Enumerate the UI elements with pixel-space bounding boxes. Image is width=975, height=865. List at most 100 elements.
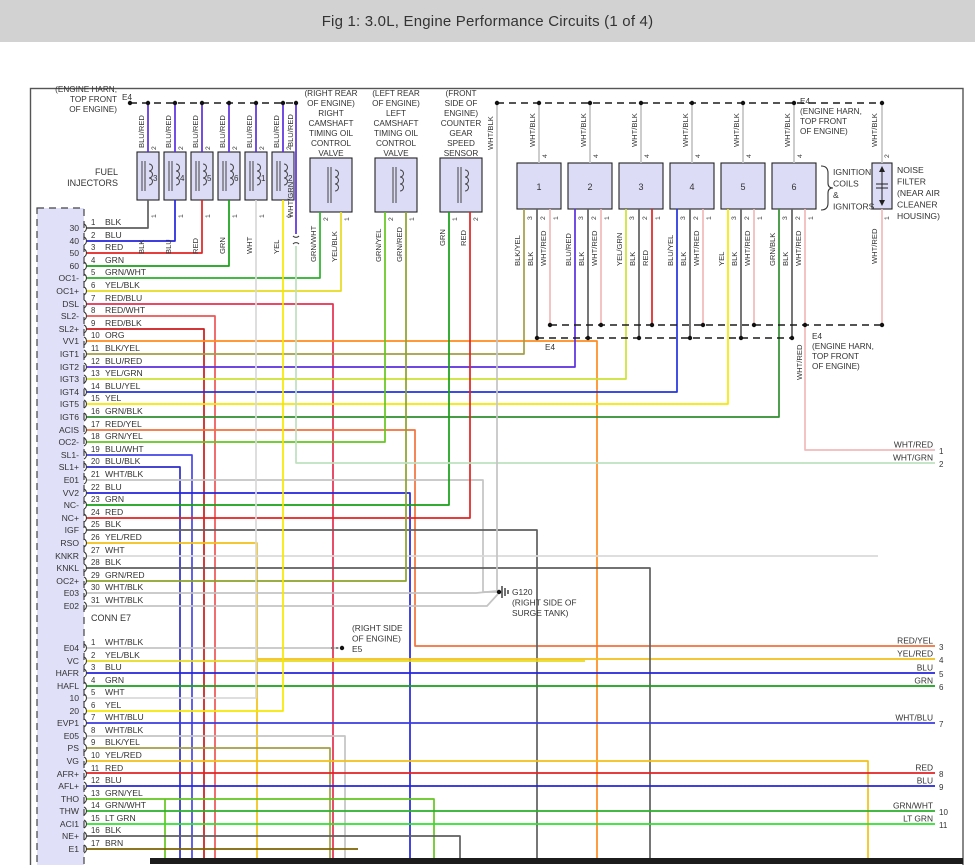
labels-layer: BLU/RED 2 BLK 1 BLU/RED 2 BLU 1 BLU/RED 2 RED 1 BLU/… [55,85,948,854]
pin-wire-color: WHT/BLU [105,712,144,722]
junction-dot [280,100,286,106]
pin-signal-label: DSL [62,299,79,309]
pin-number: 15 [91,394,100,403]
pin-wire-color: WHT/BLK [105,469,143,479]
pin-socket [83,601,87,611]
wire-yel [86,200,284,712]
wire-color-label: RED [459,229,468,246]
junction-dot [687,335,693,341]
pin-wire-color: BLK [105,217,122,227]
pin-socket [83,412,87,422]
injector-number: 1 [261,174,266,183]
note-text: OF ENGINE) [800,127,848,136]
pin-number: 3 [91,243,95,252]
wire-color-label: BLU/RED [245,115,254,148]
pin-wire-color: RED/BLK [105,318,142,328]
pin-wire-color: GRN [105,494,124,504]
filter-arrow-down [879,200,885,206]
wire-grn-red [86,212,407,582]
junction-dot [547,322,553,328]
pin-socket [83,643,87,653]
pin-number: 11 [91,764,99,773]
edge-wire-number: 6 [939,683,944,692]
injector-coil-symbol [202,163,207,186]
pin-wire-color: YEL/BLK [105,650,140,660]
pin-number: 3 [91,663,95,672]
edge-wire-label: LT GRN [903,814,933,824]
pin-wire-color: GRN/WHT [105,267,147,277]
pin-wire-color: YEL/BLK [105,280,140,290]
edge-wire-label: BLU [917,663,933,673]
pin-wire-color: BLK [105,519,122,529]
coil-number: 1 [536,182,541,192]
pin-wire-color: YEL/RED [105,532,142,542]
note-text: TIMING OIL [309,129,354,138]
edge-wire-label: GRN [914,676,933,686]
wire-color-label: BLK [781,252,790,266]
pin-signal-label: THO [61,794,79,804]
edge-wire-number: 3 [939,643,944,652]
pin-number: 1 [178,214,185,218]
pin-wire-color: BLU/BLK [105,456,141,466]
pin-number: 2 [388,217,395,221]
pin-socket [83,806,87,816]
pin-wire-color: BLU [105,662,122,672]
pin-wire-color: GRN [105,675,124,685]
pin-socket [83,831,87,841]
injector-coil-symbol [229,163,234,186]
pin-socket [83,781,87,791]
pin-socket [83,538,87,548]
pin-signal-label: KNKL [57,563,80,573]
wire-color-label: WHT/RED [590,230,599,266]
pin-number: 2 [323,217,330,221]
pin-wire-color: BLU/YEL [105,381,141,391]
pin-number: 9 [91,738,95,747]
wire-color-label: BLK/YEL [513,235,522,266]
wire-color-label: BLK [679,252,688,266]
edge-wire-number: 11 [939,821,948,830]
note-text: OF ENGINE) [352,634,401,644]
coil-number: 5 [740,182,745,192]
note-text: VALVE [318,149,344,158]
ignition-coil-box [771,162,817,210]
junction-dot [172,100,178,106]
wire-color-label: BLK [628,252,637,266]
wire-color-label: BLU/RED [286,114,295,147]
pin-wire-color: GRN/BLK [105,406,143,416]
pin-socket [83,513,87,523]
note-text: OF ENGINE) [812,362,860,371]
pin-wire-color: WHT [105,687,125,697]
valve-coil-symbol [464,169,469,192]
pin-wire-color: LT GRN [105,813,136,823]
pin-number: 4 [542,154,549,158]
note-text: IGNITION [833,167,871,177]
pin-number: 1 [91,218,95,227]
junction-dot [339,645,345,651]
wire-color-label: YEL/GRN [615,233,624,266]
junction-dot [585,335,591,341]
pin-number: 31 [91,596,100,605]
pin-wire-color: RED [105,507,123,517]
pin-socket [83,273,87,283]
note-text: CONTROL [311,139,351,148]
pin-signal-label: RSO [60,538,79,548]
note-text: TOP FRONT [812,352,859,361]
figure-title-bar: Fig 1: 3.0L, Engine Performance Circuits… [0,0,975,42]
pin-wire-color: WHT/BLK [105,637,143,647]
wire-grn [86,200,230,267]
pin-wire-color: WHT [105,545,125,555]
pin-wire-color: GRN/RED [105,570,145,580]
pin-number: 16 [91,407,100,416]
pin-socket [83,236,87,246]
wire-color-label: BLU/RED [272,115,281,148]
wire-blk-yel [86,747,331,858]
wire-blk [86,200,149,229]
wire-color-label: YEL [717,252,726,266]
wire-color-label: WHT/BLK [486,116,495,150]
pin-number: 2 [744,216,751,220]
pin-signal-label: VC [67,656,79,666]
injector-number: 4 [180,174,185,183]
pin-number: 2 [693,216,700,220]
note-text: CLEANER [897,200,938,210]
